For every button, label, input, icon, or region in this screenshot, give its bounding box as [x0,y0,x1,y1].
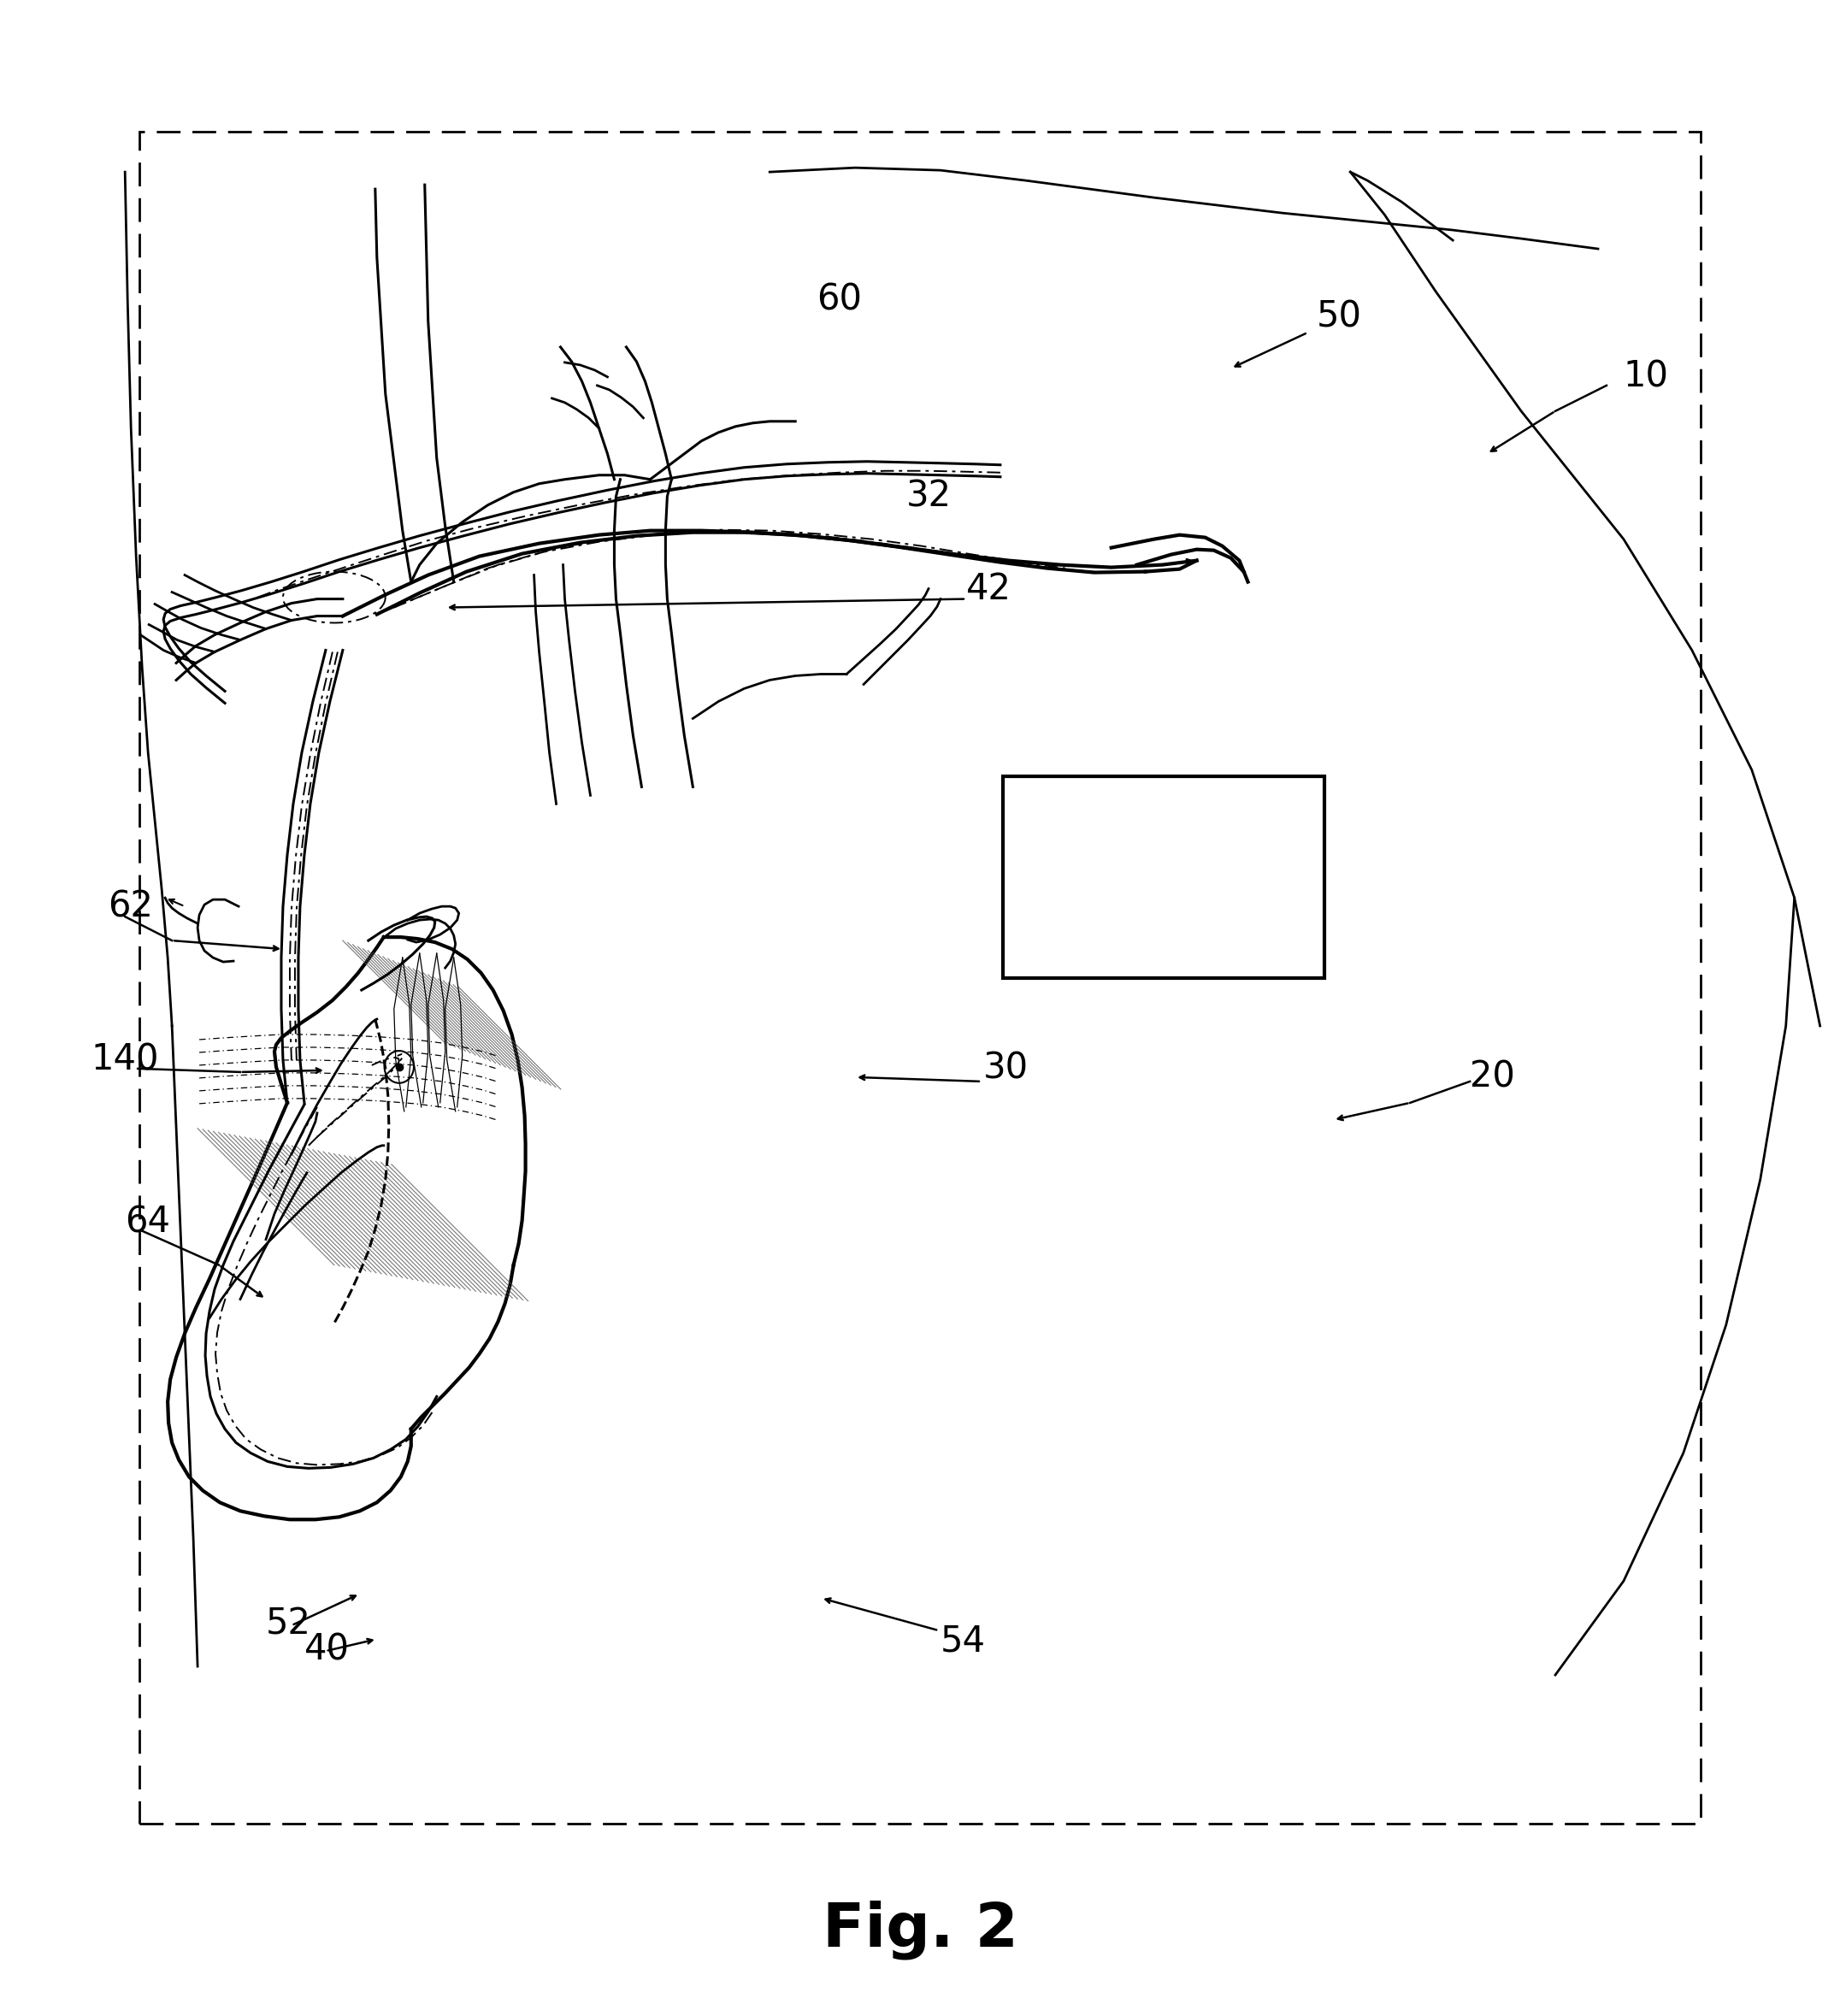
Text: Fig. 2: Fig. 2 [822,1901,1018,1960]
Text: 52: 52 [267,1607,311,1641]
Bar [1003,776,1325,978]
Text: 54: 54 [940,1623,986,1659]
Text: 40: 40 [304,1631,350,1667]
Text: 140: 140 [90,1042,158,1079]
Text: 30: 30 [983,1050,1029,1087]
Text: 60: 60 [817,282,861,319]
Text: 20: 20 [1470,1058,1514,1095]
Text: 50: 50 [1316,298,1362,335]
Text: 10: 10 [1623,359,1669,395]
Text: 62: 62 [109,889,153,923]
Text: 64: 64 [125,1204,171,1240]
Bar [140,133,1700,1824]
Text: 42: 42 [966,571,1012,607]
Text: 32: 32 [907,478,951,514]
